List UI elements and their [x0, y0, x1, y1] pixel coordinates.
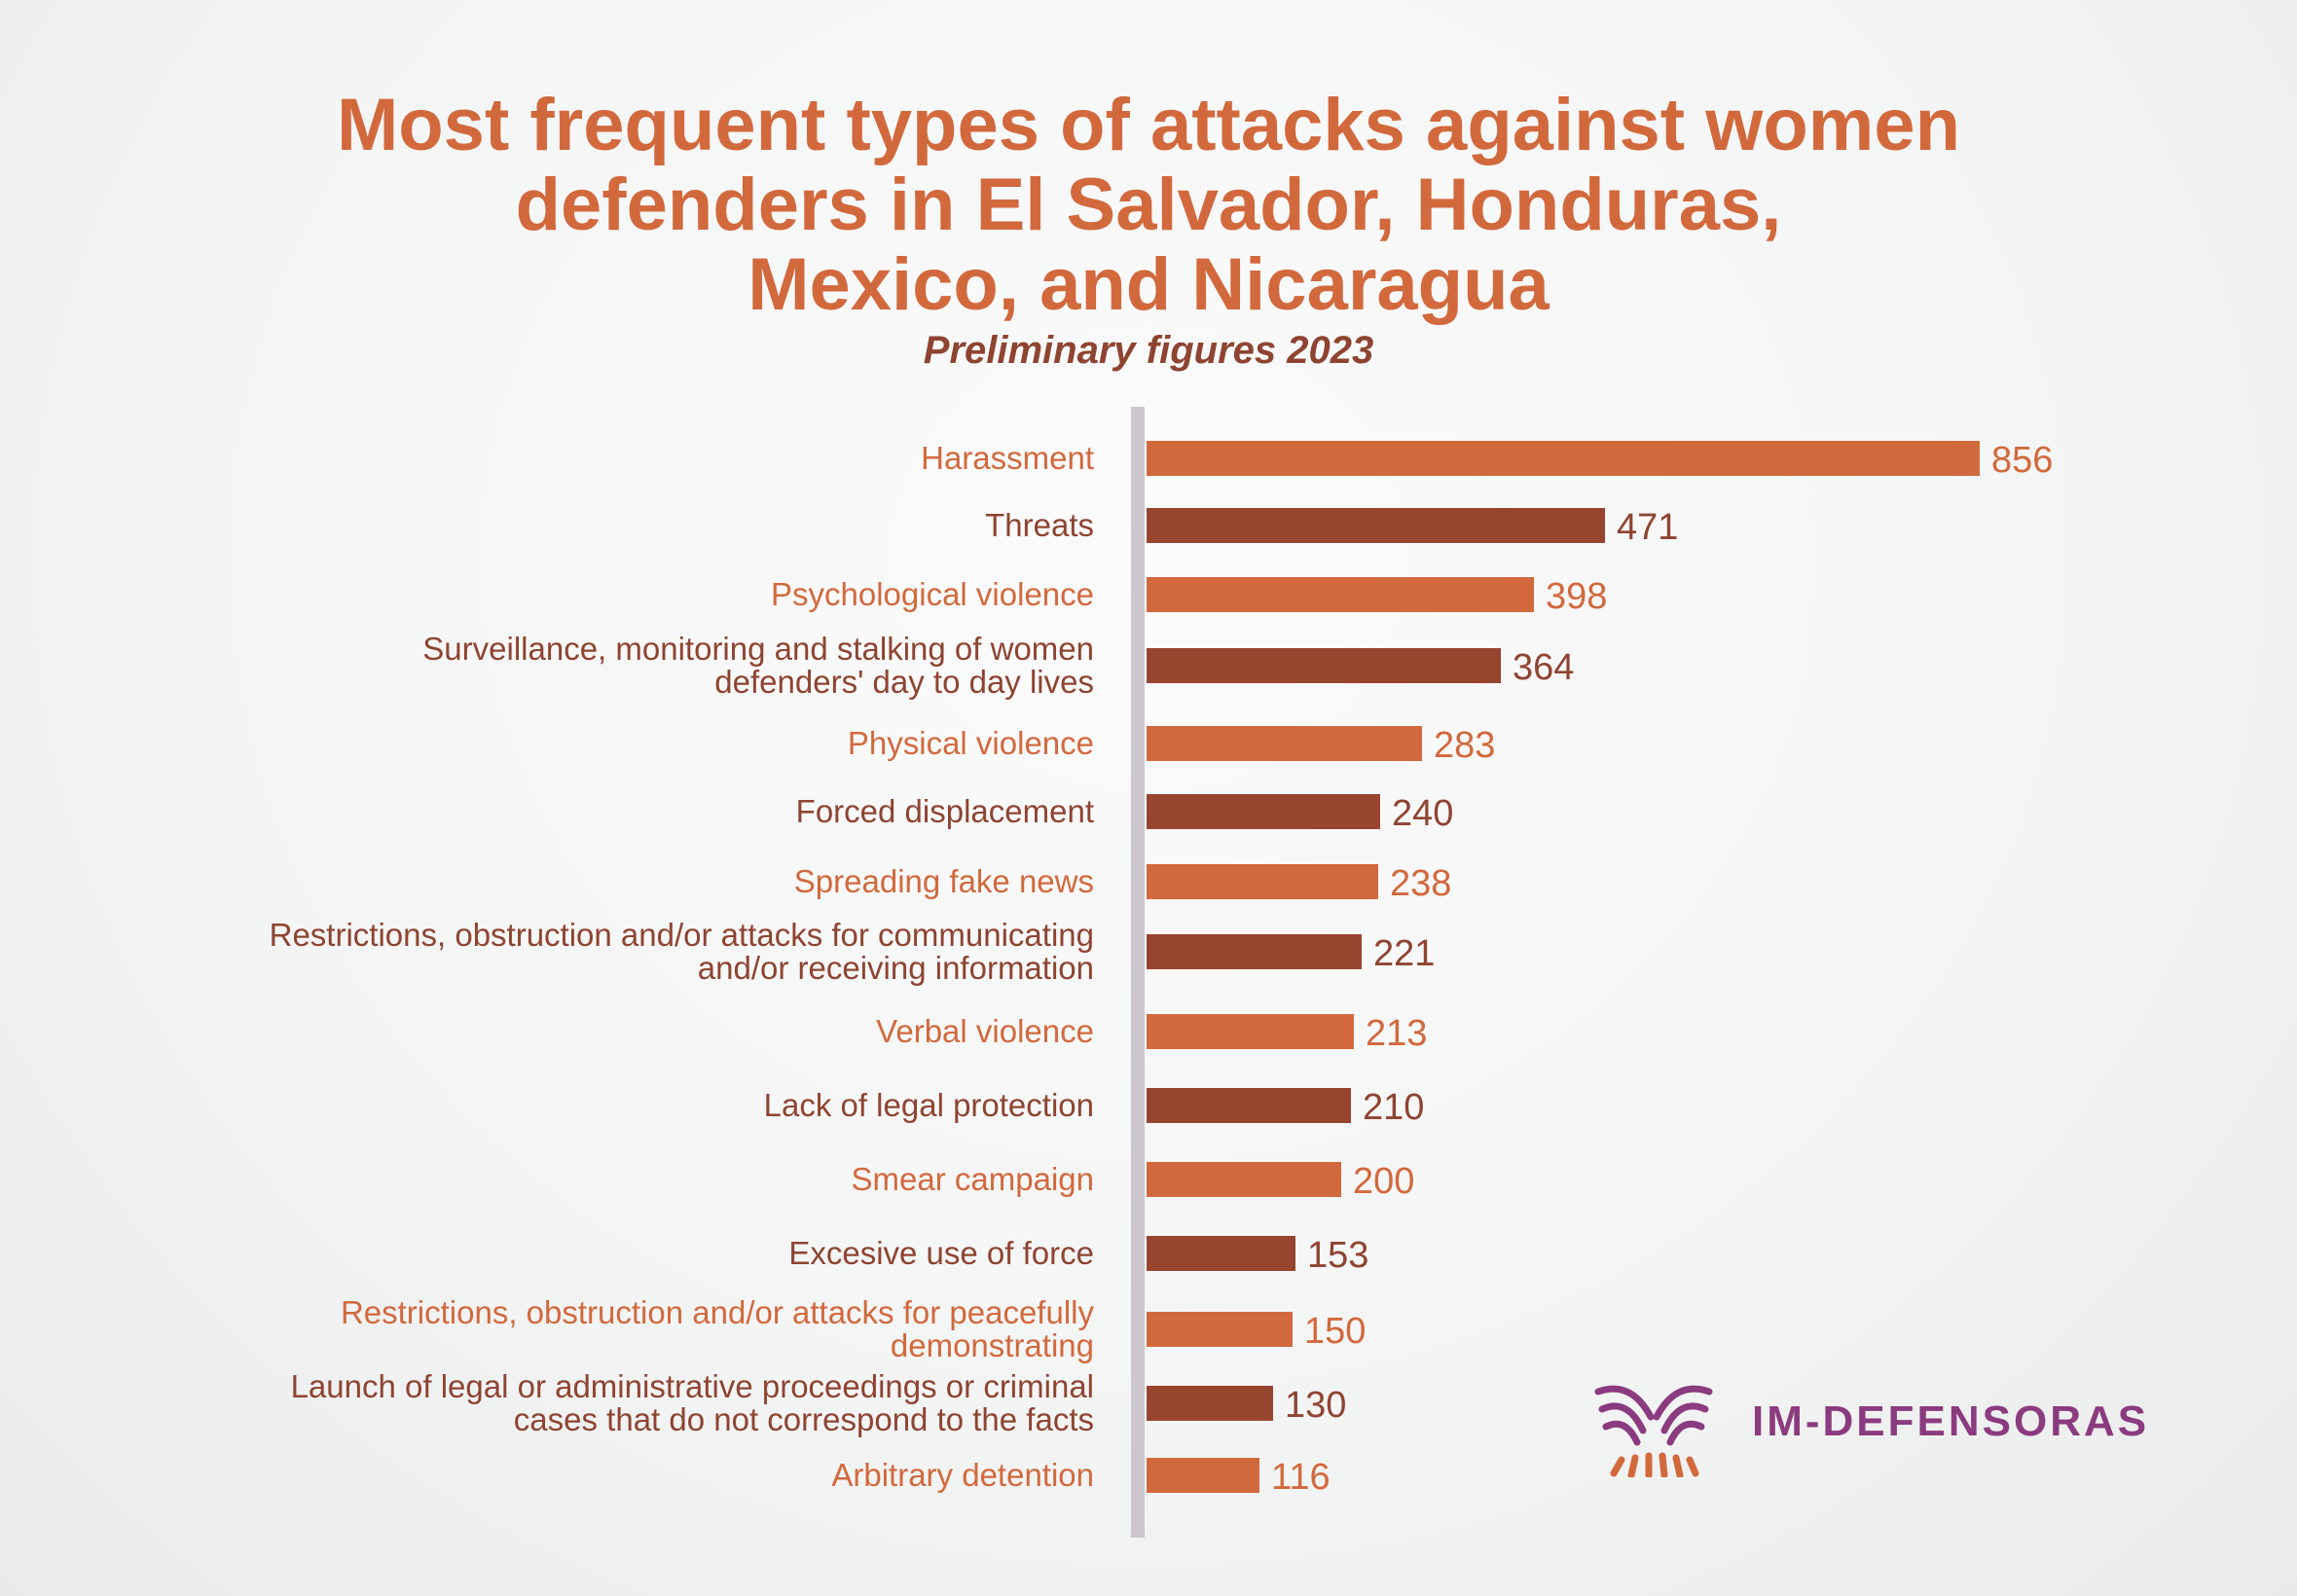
category-label: Restrictions, obstruction and/or attacks…	[270, 919, 1094, 985]
category-label: Psychological violence	[771, 578, 1094, 611]
bar	[1147, 864, 1378, 899]
category-label: Arbitrary detention	[831, 1459, 1094, 1492]
bar	[1147, 441, 1980, 476]
category-label-line: Threats	[985, 507, 1094, 543]
category-label-line: Surveillance, monitoring and stalking of…	[422, 631, 1094, 667]
bar	[1147, 508, 1605, 543]
category-label: Surveillance, monitoring and stalking of…	[422, 633, 1094, 699]
data-label: 221	[1373, 933, 1436, 974]
category-label-line: cases that do not correspond to the fact…	[513, 1401, 1094, 1437]
bar	[1147, 1458, 1259, 1493]
category-label-line: Forced displacement	[795, 793, 1094, 829]
category-label-line: Physical violence	[847, 725, 1094, 761]
bar	[1147, 577, 1534, 612]
bar	[1147, 726, 1422, 761]
category-label-line: defenders' day to day lives	[714, 664, 1094, 700]
data-label: 240	[1392, 793, 1454, 834]
bar	[1147, 1386, 1273, 1421]
category-label-line: demonstrating	[890, 1327, 1094, 1363]
category-label-line: Launch of legal or administrative procee…	[290, 1368, 1094, 1404]
category-label: Lack of legal protection	[764, 1089, 1094, 1122]
bar	[1147, 794, 1380, 829]
brand-name: IM-DEFENSORAS	[1752, 1397, 2150, 1445]
category-label: Harassment	[921, 442, 1094, 475]
title-line-3: Mexico, and Nicaragua	[747, 243, 1550, 326]
category-label: Verbal violence	[876, 1015, 1094, 1048]
category-label: Forced displacement	[796, 795, 1094, 828]
bar	[1147, 1014, 1354, 1049]
category-label-line: Spreading fake news	[793, 863, 1094, 899]
category-label: Smear campaign	[852, 1163, 1094, 1196]
data-label: 200	[1353, 1161, 1415, 1202]
bar	[1147, 1236, 1295, 1271]
category-label-line: Arbitrary detention	[831, 1457, 1094, 1493]
title-line-1: Most frequent types of attacks against w…	[336, 84, 1961, 166]
category-label-line: Lack of legal protection	[763, 1087, 1094, 1123]
bar	[1147, 1088, 1351, 1123]
chart-title: Most frequent types of attacks against w…	[0, 86, 2297, 325]
category-label-line: Restrictions, obstruction and/or attacks…	[340, 1294, 1094, 1330]
data-label: 283	[1434, 725, 1496, 766]
bar	[1147, 648, 1501, 683]
category-label-line: Psychological violence	[770, 576, 1094, 612]
data-label: 213	[1366, 1013, 1428, 1054]
y-axis-line	[1131, 407, 1145, 1538]
data-label: 471	[1617, 507, 1679, 548]
category-label: Restrictions, obstruction and/or attacks…	[341, 1296, 1094, 1362]
category-label: Launch of legal or administrative procee…	[291, 1370, 1094, 1436]
category-label: Excesive use of force	[788, 1237, 1094, 1270]
data-label: 116	[1271, 1457, 1331, 1498]
bar	[1147, 934, 1362, 969]
category-label-line: Smear campaign	[851, 1161, 1094, 1197]
title-line-2: defenders in El Salvador, Honduras,	[515, 163, 1782, 246]
data-label: 238	[1390, 863, 1452, 904]
category-label: Spreading fake news	[794, 865, 1094, 898]
data-label: 153	[1307, 1235, 1369, 1276]
bar	[1147, 1312, 1293, 1347]
category-label-line: Harassment	[921, 440, 1094, 476]
bar	[1147, 1162, 1341, 1197]
data-label: 398	[1546, 576, 1608, 617]
category-label-line: Excesive use of force	[788, 1235, 1094, 1271]
data-label: 210	[1363, 1087, 1425, 1128]
im-defensoras-logo-icon	[1594, 1385, 1713, 1477]
data-label: 364	[1513, 647, 1575, 688]
category-label: Threats	[985, 509, 1094, 542]
category-label-line: and/or receiving information	[697, 950, 1094, 986]
category-label: Physical violence	[848, 727, 1094, 760]
category-label-line: Restrictions, obstruction and/or attacks…	[269, 917, 1094, 953]
data-label: 856	[1991, 440, 2054, 481]
category-label-line: Verbal violence	[876, 1013, 1094, 1049]
data-label: 130	[1285, 1385, 1347, 1426]
data-label: 150	[1304, 1311, 1367, 1352]
chart-subtitle: Preliminary figures 2023	[923, 329, 1374, 372]
